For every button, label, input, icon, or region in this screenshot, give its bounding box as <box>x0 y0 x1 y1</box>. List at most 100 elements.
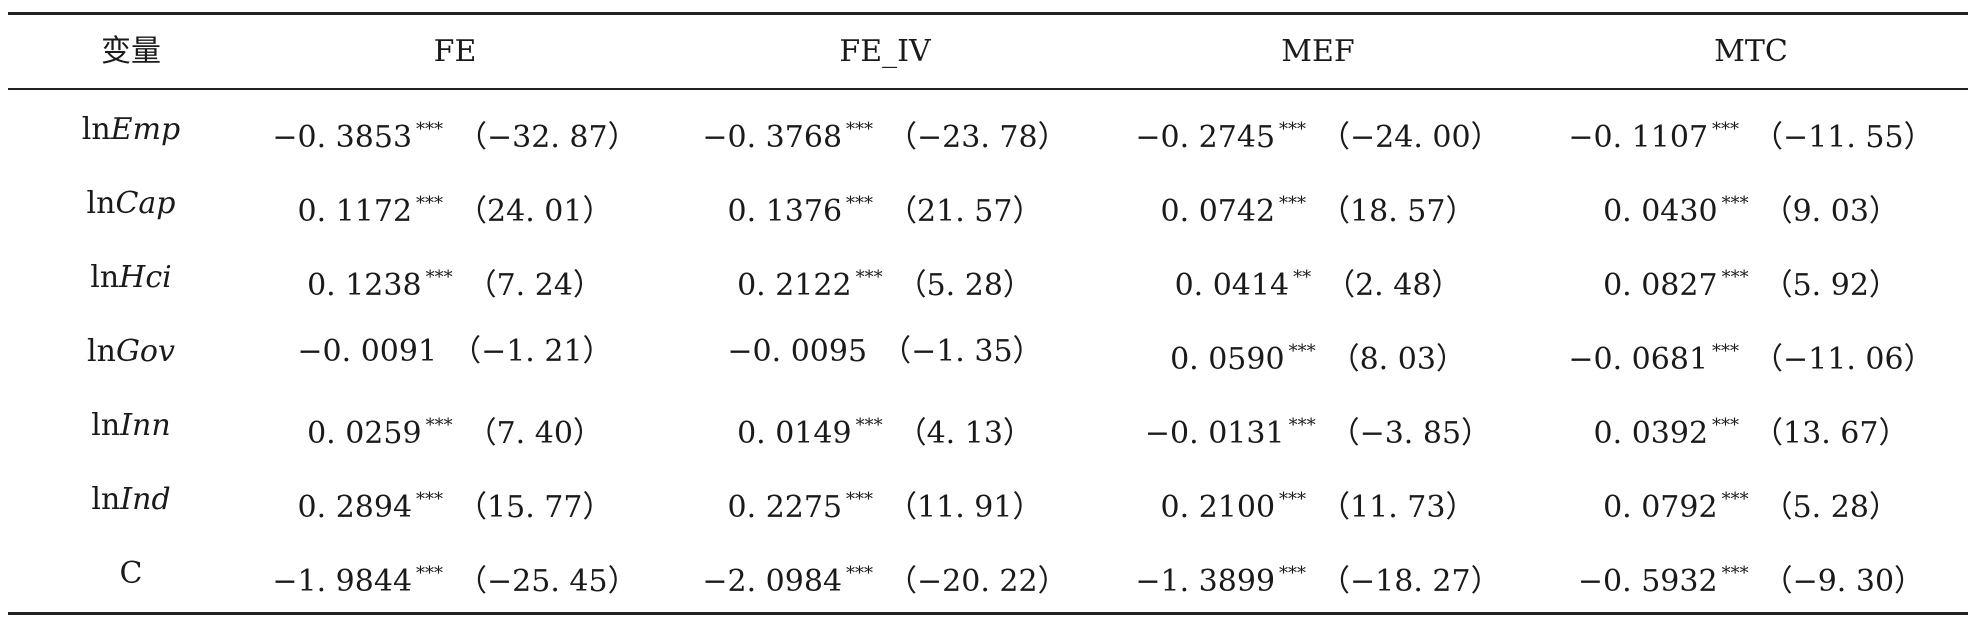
coefficient: 0. 2275 <box>727 490 843 525</box>
estimate-cell: −0. 0095 （−1. 35） <box>668 314 1102 390</box>
header-fe-iv: FE_IV <box>839 34 931 69</box>
coefficient: −0. 0091 <box>297 334 438 369</box>
significance-stars: *** <box>855 415 883 436</box>
variable-name: C <box>20 536 242 612</box>
coefficient: −1. 3899 <box>1135 564 1276 599</box>
table-row: lnEmp −0. 3853 *** （−32. 87） −0. 3768 *** （−23… <box>0 92 1976 168</box>
t-statistic: （7. 40） <box>466 416 603 451</box>
significance-stars: *** <box>855 267 883 288</box>
estimate-cell: 0. 0414 ** （2. 48） <box>1102 240 1534 316</box>
estimate-cell: 0. 1172 *** （24. 01） <box>242 166 668 242</box>
table-row: lnInn 0. 0259 *** （7. 40） 0. 0149 *** （4. 13） −… <box>0 388 1976 464</box>
variable-label: Hci <box>119 260 172 295</box>
significance-stars: *** <box>1712 415 1740 436</box>
t-statistic: （9. 03） <box>1762 194 1899 229</box>
variable-label: Gov <box>115 334 175 369</box>
estimate-cell: −1. 9844 *** （−25. 45） <box>242 536 668 612</box>
t-statistic: （21. 57） <box>887 194 1043 229</box>
coefficient: −0. 0095 <box>727 334 868 369</box>
variable-prefix: ln <box>90 260 120 295</box>
estimate-cell: 0. 0742 *** （18. 57） <box>1102 166 1534 242</box>
significance-stars: *** <box>416 119 444 140</box>
significance-stars: *** <box>1712 341 1740 362</box>
top-rule <box>8 12 1968 15</box>
significance-stars: *** <box>846 489 874 510</box>
variable-label: Inn <box>120 408 171 443</box>
estimate-cell: −0. 1107 *** （−11. 55） <box>1534 92 1968 168</box>
coefficient: −0. 0131 <box>1144 416 1285 451</box>
estimate-cell: −0. 5932 *** （−9. 30） <box>1534 536 1968 612</box>
table-row: lnInd 0. 2894 *** （15. 77） 0. 2275 *** （11. 91… <box>0 462 1976 538</box>
coefficient: 0. 0742 <box>1160 194 1276 229</box>
estimate-cell: 0. 2122 *** （5. 28） <box>668 240 1102 316</box>
significance-stars: *** <box>846 119 874 140</box>
estimate-cell: 0. 1238 *** （7. 24） <box>242 240 668 316</box>
variable-name: lnInd <box>20 462 242 538</box>
coefficient: 0. 1172 <box>297 194 413 229</box>
t-statistic: （2. 48） <box>1325 268 1462 303</box>
header-variable: 变量 <box>101 34 161 69</box>
t-statistic: （−11. 06） <box>1753 342 1934 377</box>
t-statistic: （−3. 85） <box>1329 416 1492 451</box>
header-mef: MEF <box>1281 34 1355 69</box>
t-statistic: （−23. 78） <box>887 120 1068 155</box>
estimate-cell: −1. 3899 *** （−18. 27） <box>1102 536 1534 612</box>
t-statistic: （−18. 27） <box>1320 564 1501 599</box>
t-statistic: （24. 01） <box>457 194 613 229</box>
coefficient: 0. 2122 <box>737 268 852 303</box>
t-statistic: （15. 77） <box>457 490 613 525</box>
bottom-rule <box>8 612 1968 615</box>
significance-stars: *** <box>416 193 444 214</box>
coefficient: −0. 5932 <box>1577 564 1718 599</box>
table-row: lnHci 0. 1238 *** （7. 24） 0. 2122 *** （5. 28） 0… <box>0 240 1976 316</box>
coefficient: 0. 0392 <box>1593 416 1709 451</box>
variable-label: C <box>119 556 143 591</box>
estimate-cell: −2. 0984 *** （−20. 22） <box>668 536 1102 612</box>
coefficient: 0. 0430 <box>1603 194 1718 229</box>
significance-stars: *** <box>1279 489 1307 510</box>
coefficient: −0. 3768 <box>702 120 843 155</box>
coefficient: −0. 0681 <box>1568 342 1709 377</box>
estimate-cell: 0. 2275 *** （11. 91） <box>668 462 1102 538</box>
estimate-cell: −0. 2745 *** （−24. 00） <box>1102 92 1534 168</box>
variable-prefix: ln <box>86 186 116 221</box>
coefficient: 0. 0149 <box>737 416 852 451</box>
t-statistic: （−1. 35） <box>881 334 1043 369</box>
variable-prefix: ln <box>81 112 111 147</box>
variable-name: lnCap <box>20 166 242 242</box>
t-statistic: （11. 73） <box>1320 490 1476 525</box>
coefficient: 0. 2894 <box>297 490 413 525</box>
coefficient: 0. 0259 <box>307 416 422 451</box>
t-statistic: （11. 91） <box>887 490 1043 525</box>
estimate-cell: 0. 2894 *** （15. 77） <box>242 462 668 538</box>
estimate-cell: 0. 0430 *** （9. 03） <box>1534 166 1968 242</box>
table-row: lnCap 0. 1172 *** （24. 01） 0. 1376 *** （21. 57… <box>0 166 1976 242</box>
coefficient: −2. 0984 <box>702 564 843 599</box>
variable-prefix: ln <box>91 408 121 443</box>
estimate-cell: 0. 0392 *** （13. 67） <box>1534 388 1968 464</box>
significance-stars: *** <box>1721 489 1749 510</box>
estimate-cell: 0. 0259 *** （7. 40） <box>242 388 668 464</box>
significance-stars: *** <box>1279 193 1307 214</box>
coefficient: 0. 0792 <box>1603 490 1718 525</box>
estimate-cell: 0. 2100 *** （11. 73） <box>1102 462 1534 538</box>
t-statistic: （5. 28） <box>896 268 1033 303</box>
t-statistic: （7. 24） <box>466 268 603 303</box>
significance-stars: *** <box>1721 563 1749 584</box>
estimate-cell: 0. 0792 *** （5. 28） <box>1534 462 1968 538</box>
significance-stars: *** <box>1721 193 1749 214</box>
estimate-cell: 0. 0827 *** （5. 92） <box>1534 240 1968 316</box>
significance-stars: *** <box>1288 341 1316 362</box>
estimate-cell: 0. 0149 *** （4. 13） <box>668 388 1102 464</box>
estimate-cell: −0. 3853 *** （−32. 87） <box>242 92 668 168</box>
coefficient: −1. 9844 <box>272 564 413 599</box>
significance-stars: *** <box>416 563 444 584</box>
variable-name: lnEmp <box>20 92 242 168</box>
header-rule <box>8 88 1968 90</box>
estimate-cell: −0. 0131 *** （−3. 85） <box>1102 388 1534 464</box>
variable-label: Ind <box>120 482 171 517</box>
estimate-cell: −0. 3768 *** （−23. 78） <box>668 92 1102 168</box>
t-statistic: （4. 13） <box>896 416 1033 451</box>
estimate-cell: 0. 0590 *** （8. 03） <box>1102 314 1534 390</box>
t-statistic: （−11. 55） <box>1753 120 1934 155</box>
